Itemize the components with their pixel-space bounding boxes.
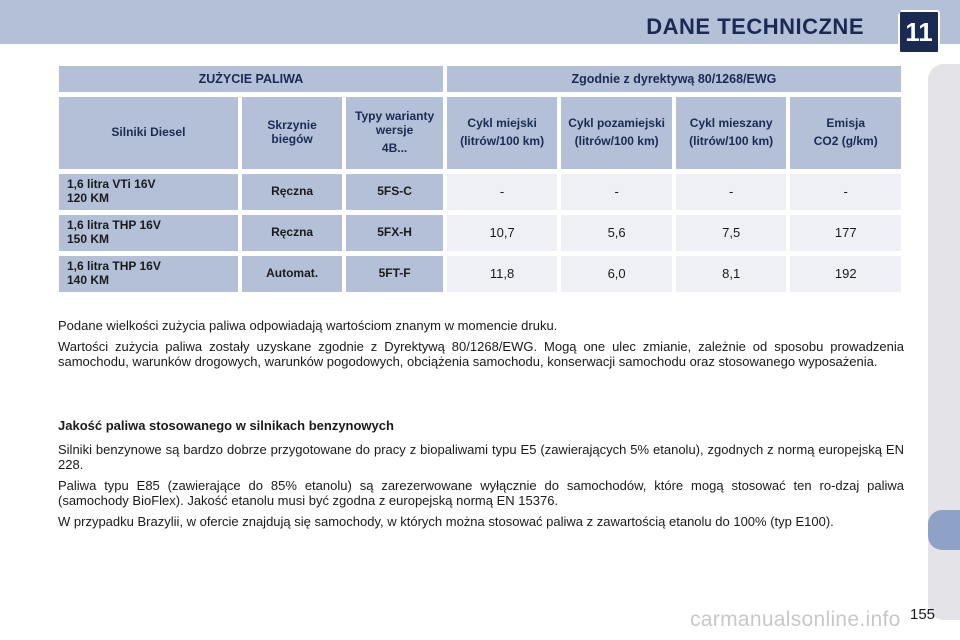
table-column-header-row: Silniki Diesel Skrzynie biegów Typy wari… (59, 97, 901, 169)
note-paragraph: Podane wielkości zużycia paliwa odpowiad… (58, 318, 558, 333)
section-heading: Jakość paliwa stosowanego w silnikach be… (58, 418, 394, 433)
engine-cell: 1,6 litra THP 16V 140 KM (59, 256, 238, 292)
extra-urban-cell: 6,0 (561, 256, 672, 292)
combined-cell: - (675, 174, 787, 210)
co2-cell: 192 (790, 256, 901, 292)
table-row: 1,6 litra VTi 16V 120 KM Ręczna 5FS-C - -… (59, 174, 901, 210)
fuel-quality-section: Jakość paliwa stosowanego w silnikach be… (58, 418, 904, 535)
table-row: 1,6 litra THP 16V 150 KM Ręczna 5FX-H 10,… (59, 215, 901, 251)
gearbox-cell: Ręczna (241, 215, 343, 251)
co2-cell: 177 (790, 215, 901, 251)
urban-cell: - (446, 174, 558, 210)
fuel-consumption-table: ZUŻYCIE PALIWA Zgodnie z dyrektywą 80/12… (55, 61, 905, 297)
watermark: carmanualsonline.info (690, 608, 901, 631)
fuel-paragraph: Silniki benzynowe są bardzo dobrze przyg… (58, 442, 904, 472)
page-title: DANE TECHNICZNE (646, 14, 864, 39)
chapter-badge: 11 (898, 10, 940, 54)
header-bar (0, 0, 960, 44)
group-header-directive: Zgodnie z dyrektywą 80/1268/EWG (446, 66, 901, 92)
combined-cell: 7,5 (675, 215, 787, 251)
urban-cell: 11,8 (446, 256, 558, 292)
page-number: 155 (910, 606, 936, 623)
table-row: 1,6 litra THP 16V 140 KM Automat. 5FT-F 1… (59, 256, 901, 292)
gearbox-cell: Automat. (241, 256, 343, 292)
co2-cell: - (790, 174, 901, 210)
note-paragraph: Wartości zużycia paliwa zostały uzyskane… (58, 339, 904, 369)
combined-cell: 8,1 (675, 256, 787, 292)
group-header-consumption: ZUŻYCIE PALIWA (59, 66, 443, 92)
engine-cell: 1,6 litra VTi 16V 120 KM (59, 174, 238, 210)
col-header-co2: Emisja CO2 (g/km) (790, 97, 901, 169)
consumption-notes: Podane wielkości zużycia paliwa odpowiad… (58, 318, 904, 375)
col-header-combined: Cykl mieszany (litrów/100 km) (675, 97, 787, 169)
fuel-paragraph: Paliwa typu E85 (zawierające do 85% etan… (58, 478, 904, 508)
table-group-header-row: ZUŻYCIE PALIWA Zgodnie z dyrektywą 80/12… (59, 66, 901, 92)
chapter-tab-marker (928, 510, 960, 550)
extra-urban-cell: - (561, 174, 672, 210)
col-header-type: Typy warianty wersje 4B... (346, 97, 443, 169)
urban-cell: 10,7 (446, 215, 558, 251)
fuel-paragraph: W przypadku Brazylii, w ofercie znajdują… (58, 514, 834, 529)
type-cell: 5FT-F (346, 256, 443, 292)
col-header-engine: Silniki Diesel (59, 97, 238, 169)
col-header-gearbox: Skrzynie biegów (241, 97, 343, 169)
engine-cell: 1,6 litra THP 16V 150 KM (59, 215, 238, 251)
col-header-extra-urban: Cykl pozamiejski (litrów/100 km) (561, 97, 672, 169)
extra-urban-cell: 5,6 (561, 215, 672, 251)
gearbox-cell: Ręczna (241, 174, 343, 210)
col-header-urban: Cykl miejski (litrów/100 km) (446, 97, 558, 169)
type-cell: 5FS-C (346, 174, 443, 210)
type-cell: 5FX-H (346, 215, 443, 251)
